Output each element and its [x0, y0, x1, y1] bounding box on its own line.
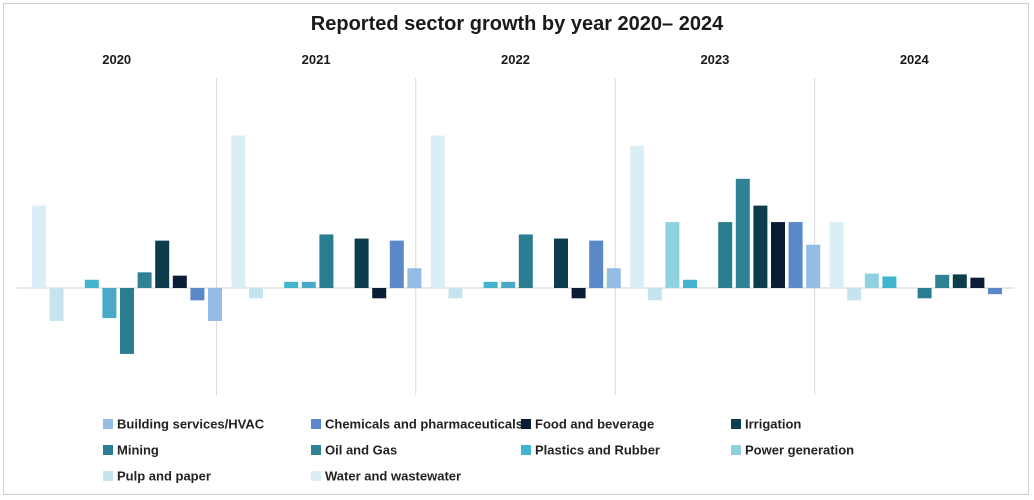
- legend-label: Mining: [117, 443, 159, 458]
- bar: [665, 222, 680, 288]
- bar: [319, 234, 334, 288]
- chart-frame: [3, 3, 1029, 495]
- bar: [354, 238, 369, 288]
- legend-swatch: [521, 445, 531, 455]
- legend-label: Power generation: [745, 443, 854, 458]
- bar: [483, 281, 498, 288]
- bar: [172, 275, 187, 288]
- bar: [864, 273, 879, 288]
- legend-label: Chemicals and pharmaceuticals: [325, 417, 523, 432]
- bar: [647, 288, 662, 301]
- legend-swatch: [521, 419, 531, 429]
- bar: [137, 272, 152, 288]
- bar: [301, 281, 316, 288]
- bar: [208, 288, 222, 321]
- legend-swatch: [103, 445, 113, 455]
- legend-swatch: [103, 419, 113, 429]
- bar: [120, 288, 134, 354]
- bar: [389, 240, 404, 288]
- legend-swatch: [731, 445, 741, 455]
- legend-label: Building services/HVAC: [117, 417, 265, 432]
- legend-label: Pulp and paper: [117, 469, 211, 484]
- bar: [630, 145, 645, 288]
- legend-label: Plastics and Rubber: [535, 443, 660, 458]
- bar: [49, 288, 64, 321]
- bar: [501, 281, 516, 288]
- bar: [788, 222, 803, 288]
- legend-label: Irrigation: [745, 417, 801, 432]
- bar: [771, 222, 785, 288]
- bar: [155, 240, 170, 288]
- bar: [952, 274, 967, 288]
- bar: [372, 288, 387, 299]
- bar: [735, 178, 750, 288]
- legend-swatch: [311, 445, 321, 455]
- bar: [249, 288, 263, 299]
- bar: [231, 135, 246, 288]
- bar: [518, 234, 533, 288]
- bar: [102, 288, 117, 319]
- bar: [935, 274, 950, 288]
- legend-swatch: [103, 471, 113, 481]
- bar: [32, 205, 46, 288]
- bar: [430, 135, 445, 288]
- legend-label: Water and wastewater: [325, 469, 461, 484]
- bar: [847, 288, 862, 301]
- bar: [753, 205, 768, 288]
- legend-label: Oil and Gas: [325, 443, 397, 458]
- bar: [829, 222, 844, 288]
- panel-label: 2024: [900, 52, 930, 67]
- legend-swatch: [311, 471, 321, 481]
- bar: [988, 288, 1002, 295]
- bar: [917, 288, 932, 299]
- bar: [606, 268, 621, 288]
- bar: [190, 288, 205, 301]
- chart-title: Reported sector growth by year 2020– 202…: [310, 13, 724, 35]
- bar: [589, 240, 604, 288]
- bar: [448, 288, 463, 299]
- bar: [718, 222, 733, 288]
- panel-label: 2020: [102, 52, 131, 67]
- legend-label: Food and beverage: [535, 417, 654, 432]
- panel-label: 2021: [302, 52, 331, 67]
- bar: [806, 244, 821, 288]
- bar: [84, 279, 99, 288]
- bar: [882, 276, 897, 288]
- panel-label: 2023: [700, 52, 729, 67]
- legend-swatch: [731, 419, 741, 429]
- bar: [554, 238, 568, 288]
- bar: [284, 281, 299, 288]
- panel-label: 2022: [501, 52, 530, 67]
- bar: [970, 277, 985, 288]
- legend-swatch: [311, 419, 321, 429]
- bar: [407, 268, 422, 288]
- bar: [683, 279, 697, 288]
- bar: [571, 288, 586, 299]
